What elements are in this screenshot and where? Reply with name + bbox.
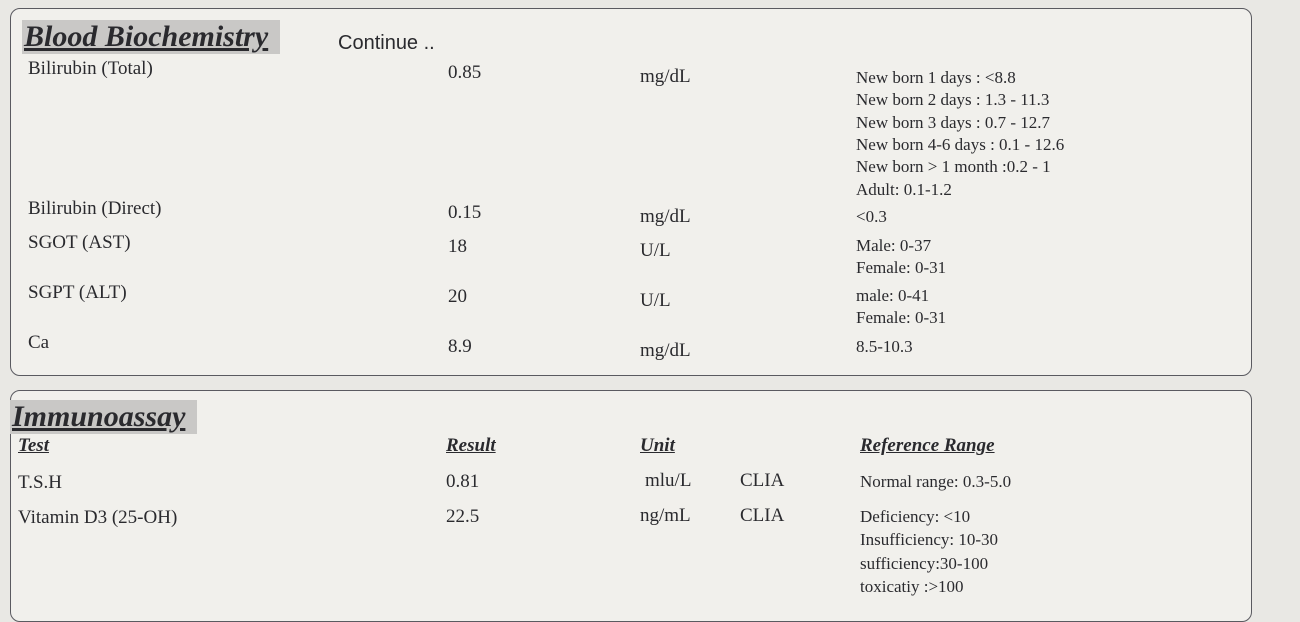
reference-range: 8.5-10.3 [856, 337, 913, 356]
section-subtitle: Continue .. [338, 32, 435, 54]
reference-range: Deficiency: <10 [860, 507, 971, 526]
column-header: Result [446, 435, 496, 456]
test-name: Bilirubin (Total) [28, 58, 153, 79]
column-header: Reference Range [860, 435, 995, 456]
unit: mg/dL [640, 206, 691, 227]
reference-range: <0.3 [856, 207, 887, 226]
test-name: Ca [28, 332, 50, 353]
reference-range: Adult: 0.1-1.2 [856, 179, 952, 199]
test-name: SGOT (AST) [28, 232, 131, 253]
reference-range: New born 3 days : 0.7 - 12.7 [856, 112, 1051, 132]
reference-range: Female: 0-31 [856, 258, 947, 278]
reference-range: New born 2 days : 1.3 - 11.3 [856, 90, 1050, 110]
section-box [10, 8, 1252, 376]
reference-range: male: 0-41 [856, 286, 930, 305]
unit: U/L [640, 240, 671, 261]
reference-range: New born 4-6 days : 0.1 - 12.6 [856, 134, 1065, 154]
column-header: Test [18, 435, 49, 456]
method: CLIA [740, 505, 785, 526]
test-name: Vitamin D3 (25-OH) [18, 507, 178, 528]
test-name: Bilirubin (Direct) [28, 198, 162, 219]
method: CLIA [740, 470, 785, 491]
reference-range: Female: 0-31 [856, 308, 947, 328]
reference-range: toxicatiy :>100 [860, 576, 964, 596]
reference-range: New born 1 days : <8.8 [856, 68, 1016, 87]
test-name: SGPT (ALT) [28, 282, 127, 303]
column-header: Unit [640, 435, 675, 456]
unit: mg/dL [640, 66, 691, 87]
result: 18 [448, 236, 467, 257]
unit: mlu/L [645, 470, 692, 491]
result: 22.5 [446, 506, 480, 527]
reference-range: sufficiency:30-100 [860, 553, 989, 573]
page: Blood Biochemistry Continue .. Bilirubin (… [10, 8, 1252, 622]
reference-range: Normal range: 0.3-5.0 [860, 472, 1012, 491]
result: 0.85 [448, 62, 482, 83]
reference-range: Insufficiency: 10-30 [860, 530, 999, 550]
section-title: Immunoassay [10, 400, 198, 434]
unit: ng/mL [640, 505, 691, 526]
unit: mg/dL [640, 340, 691, 361]
test-name: T.S.H [18, 472, 62, 493]
reference-range: New born > 1 month :0.2 - 1 [856, 157, 1051, 177]
result: 0.81 [446, 471, 480, 492]
unit: U/L [640, 290, 671, 311]
result: 8.9 [448, 336, 472, 357]
result: 20 [448, 286, 467, 307]
section-box [10, 390, 1252, 622]
reference-range: Male: 0-37 [856, 236, 932, 255]
result: 0.15 [448, 202, 482, 223]
section-title: Blood Biochemistry [22, 20, 281, 54]
